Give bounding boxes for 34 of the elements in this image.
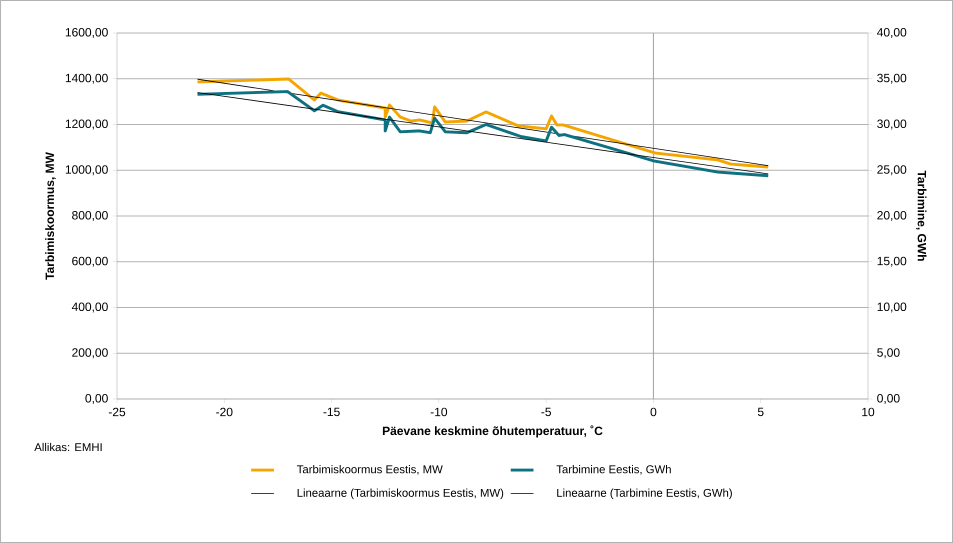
x-tick-label: 10 [862,408,874,416]
legend-label: Lineaarne (Tarbimiskoormus Eestis, MW) [298,488,504,500]
y-axis-title: Tarbimiskoormus, MW [45,152,56,280]
legend-label: Tarbimiskoormus Eestis, MW [296,464,443,475]
x-axis-title: Päevane keskmine õhutemperatuur, ˚C [382,425,603,438]
x-tick-label: 0 [650,408,656,416]
x-tick-label: -10 [430,408,448,416]
text: Allikas: EMHI [34,442,102,452]
y2-tick-label: 30,00 [877,120,906,130]
y2-tick-label: 10,00 [878,302,906,312]
y-tick-label: 1000,00 [66,165,108,176]
legend-label: Lineaarne (Tarbimine Eestis, GWh) [557,488,732,500]
y-tick-label: 1200,00 [66,120,108,130]
x-tick-label: -25 [108,408,126,416]
x-tick-label: 5 [758,408,764,416]
y2-tick-label: 25,00 [877,165,906,176]
y-tick-label: 400,00 [72,302,108,312]
y2-tick-label: 5,00 [877,348,900,358]
y-tick-label: 800,00 [72,211,108,221]
y2-tick-label: 40,00 [876,28,906,38]
y-tick-label: 1600,00 [66,28,108,38]
x-tick-label: -15 [323,408,340,416]
y2-tick-label: 15,00 [878,256,906,267]
y2-tick-label: 20,00 [877,211,906,221]
y2-tick-label: 0,00 [877,394,900,404]
y2-tick-label: 35,00 [877,74,906,84]
legend-label: Tarbimine Eestis, GWh [556,464,671,475]
y-tick-label: 600,00 [72,256,108,267]
x-tick-label: -5 [541,408,551,416]
y-tick-label: 200,00 [72,348,108,358]
y2-axis-title: Tarbimine, GWh [916,170,926,261]
y-tick-label: 1400,00 [66,74,108,84]
x-tick-label: -20 [216,408,232,416]
y-tick-label: 0,00 [85,394,108,404]
